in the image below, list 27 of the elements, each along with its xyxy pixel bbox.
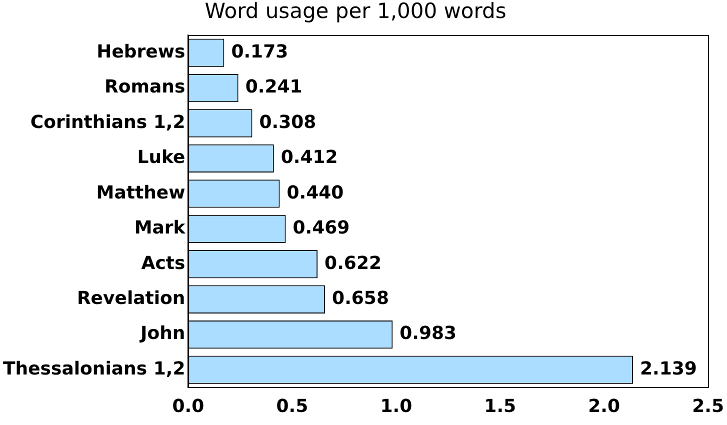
x-tick-label: 0.0	[172, 396, 204, 417]
x-tick-label: 2.5	[692, 396, 724, 417]
data-label: 0.983	[400, 323, 457, 344]
data-label: 0.469	[292, 218, 350, 239]
y-tick-label: John	[138, 323, 186, 344]
y-tick-label: Thessalonians 1,2	[2, 358, 186, 380]
y-tick-label: Corinthians 1,2	[30, 112, 186, 133]
y-tick-label: Mark	[134, 218, 186, 239]
x-tick-label: 1.0	[380, 396, 412, 417]
data-label: 0.241	[245, 76, 302, 98]
y-tick-label: Luke	[137, 147, 186, 168]
data-label: 0.440	[286, 182, 344, 204]
data-label: 0.622	[324, 252, 382, 274]
y-tick-label: Matthew	[96, 182, 186, 204]
x-tick-label: 1.5	[484, 396, 516, 417]
data-label: 0.412	[280, 147, 338, 168]
y-tick-label: Revelation	[76, 288, 186, 310]
x-tick-label: 0.5	[276, 396, 308, 417]
chart-title: Word usage per 1,000 words	[204, 0, 506, 24]
data-label: 0.173	[231, 41, 288, 62]
data-label: 0.658	[332, 288, 389, 310]
y-tick-label: Romans	[104, 76, 186, 98]
data-label: 2.139	[640, 358, 697, 380]
x-tick-label: 2.0	[588, 396, 620, 417]
data-label: 0.308	[259, 112, 316, 133]
y-tick-label: Hebrews	[96, 41, 186, 62]
y-tick-label: Acts	[141, 252, 186, 274]
